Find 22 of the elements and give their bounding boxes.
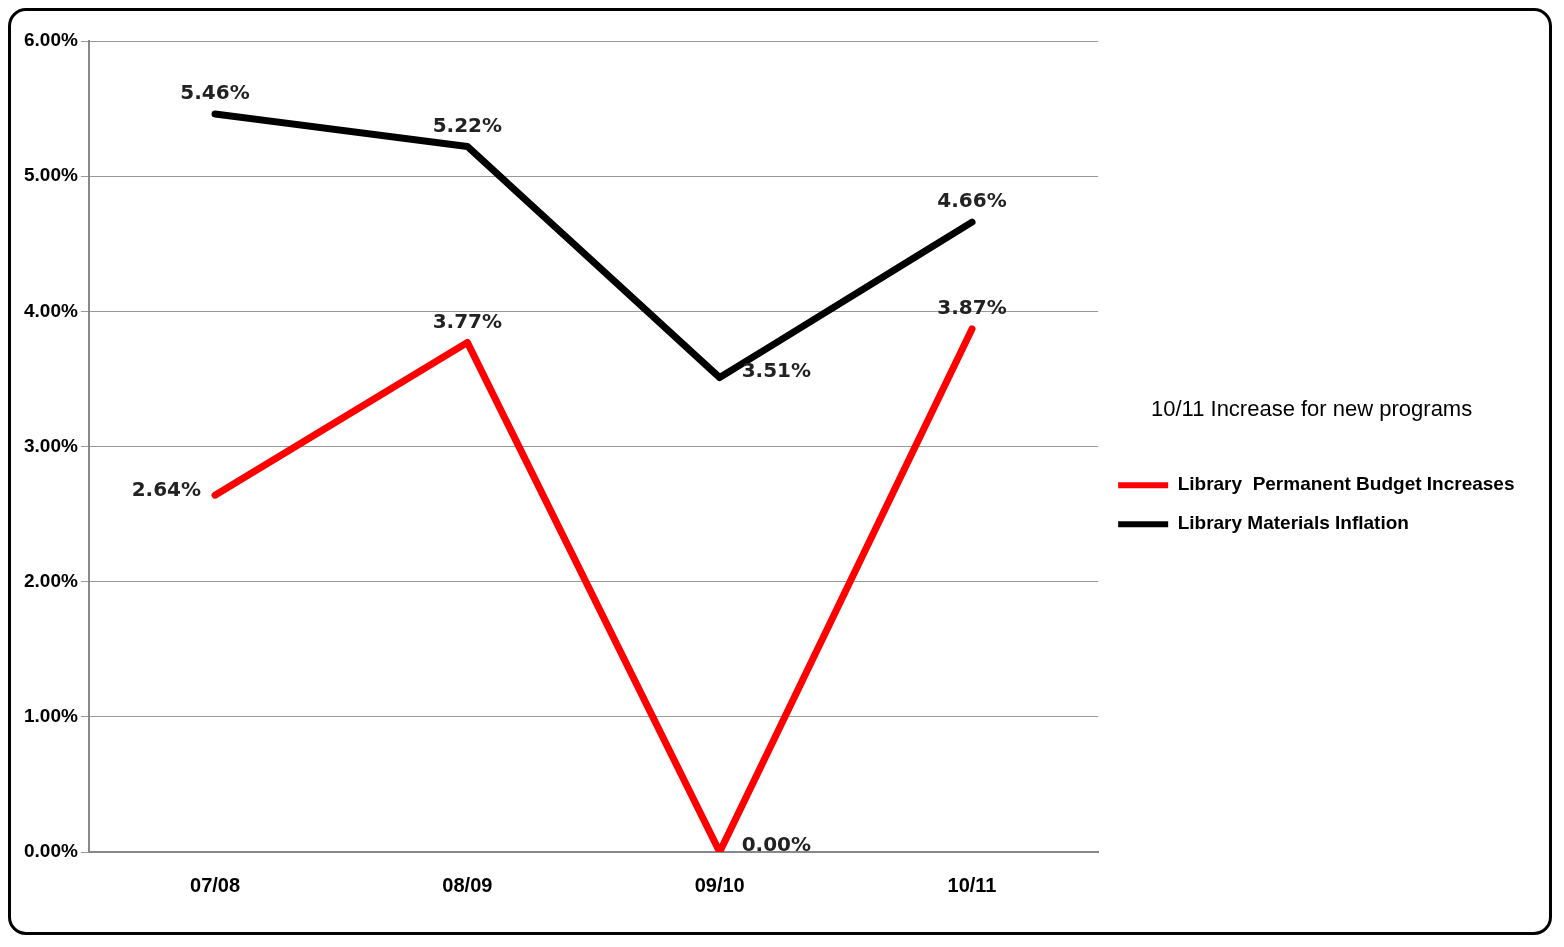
legend-label: Library Materials Inflation [1177, 512, 1409, 534]
y-tick-label: 6.00% [24, 29, 78, 51]
y-tick-label: 4.00% [24, 299, 78, 321]
text: 5.22% [432, 112, 503, 137]
x-tick-label: 07/08 [190, 873, 241, 896]
legend-label: Library Permanent Budget Increases [1177, 473, 1515, 495]
y-tick-label: 0.00% [24, 840, 78, 862]
legend-title: 10/11 Increase for new programs [1150, 396, 1473, 422]
text: 3.51% [741, 357, 812, 382]
y-tick-label: 1.00% [24, 705, 78, 727]
x-tick-label: 09/10 [694, 873, 745, 896]
text: 4.66% [937, 188, 1007, 213]
y-tick-label: 3.00% [24, 434, 78, 456]
text: 3.87% [937, 295, 1007, 320]
y-tick-label: 2.00% [24, 569, 78, 591]
text: 2.64% [131, 477, 202, 502]
text: 5.46% [180, 80, 250, 105]
text: 3.77% [432, 308, 503, 333]
y-tick-label: 5.00% [24, 164, 78, 186]
text: 0.00% [741, 832, 812, 857]
x-tick-label: 08/09 [442, 873, 493, 896]
x-tick-label: 10/11 [947, 873, 997, 896]
